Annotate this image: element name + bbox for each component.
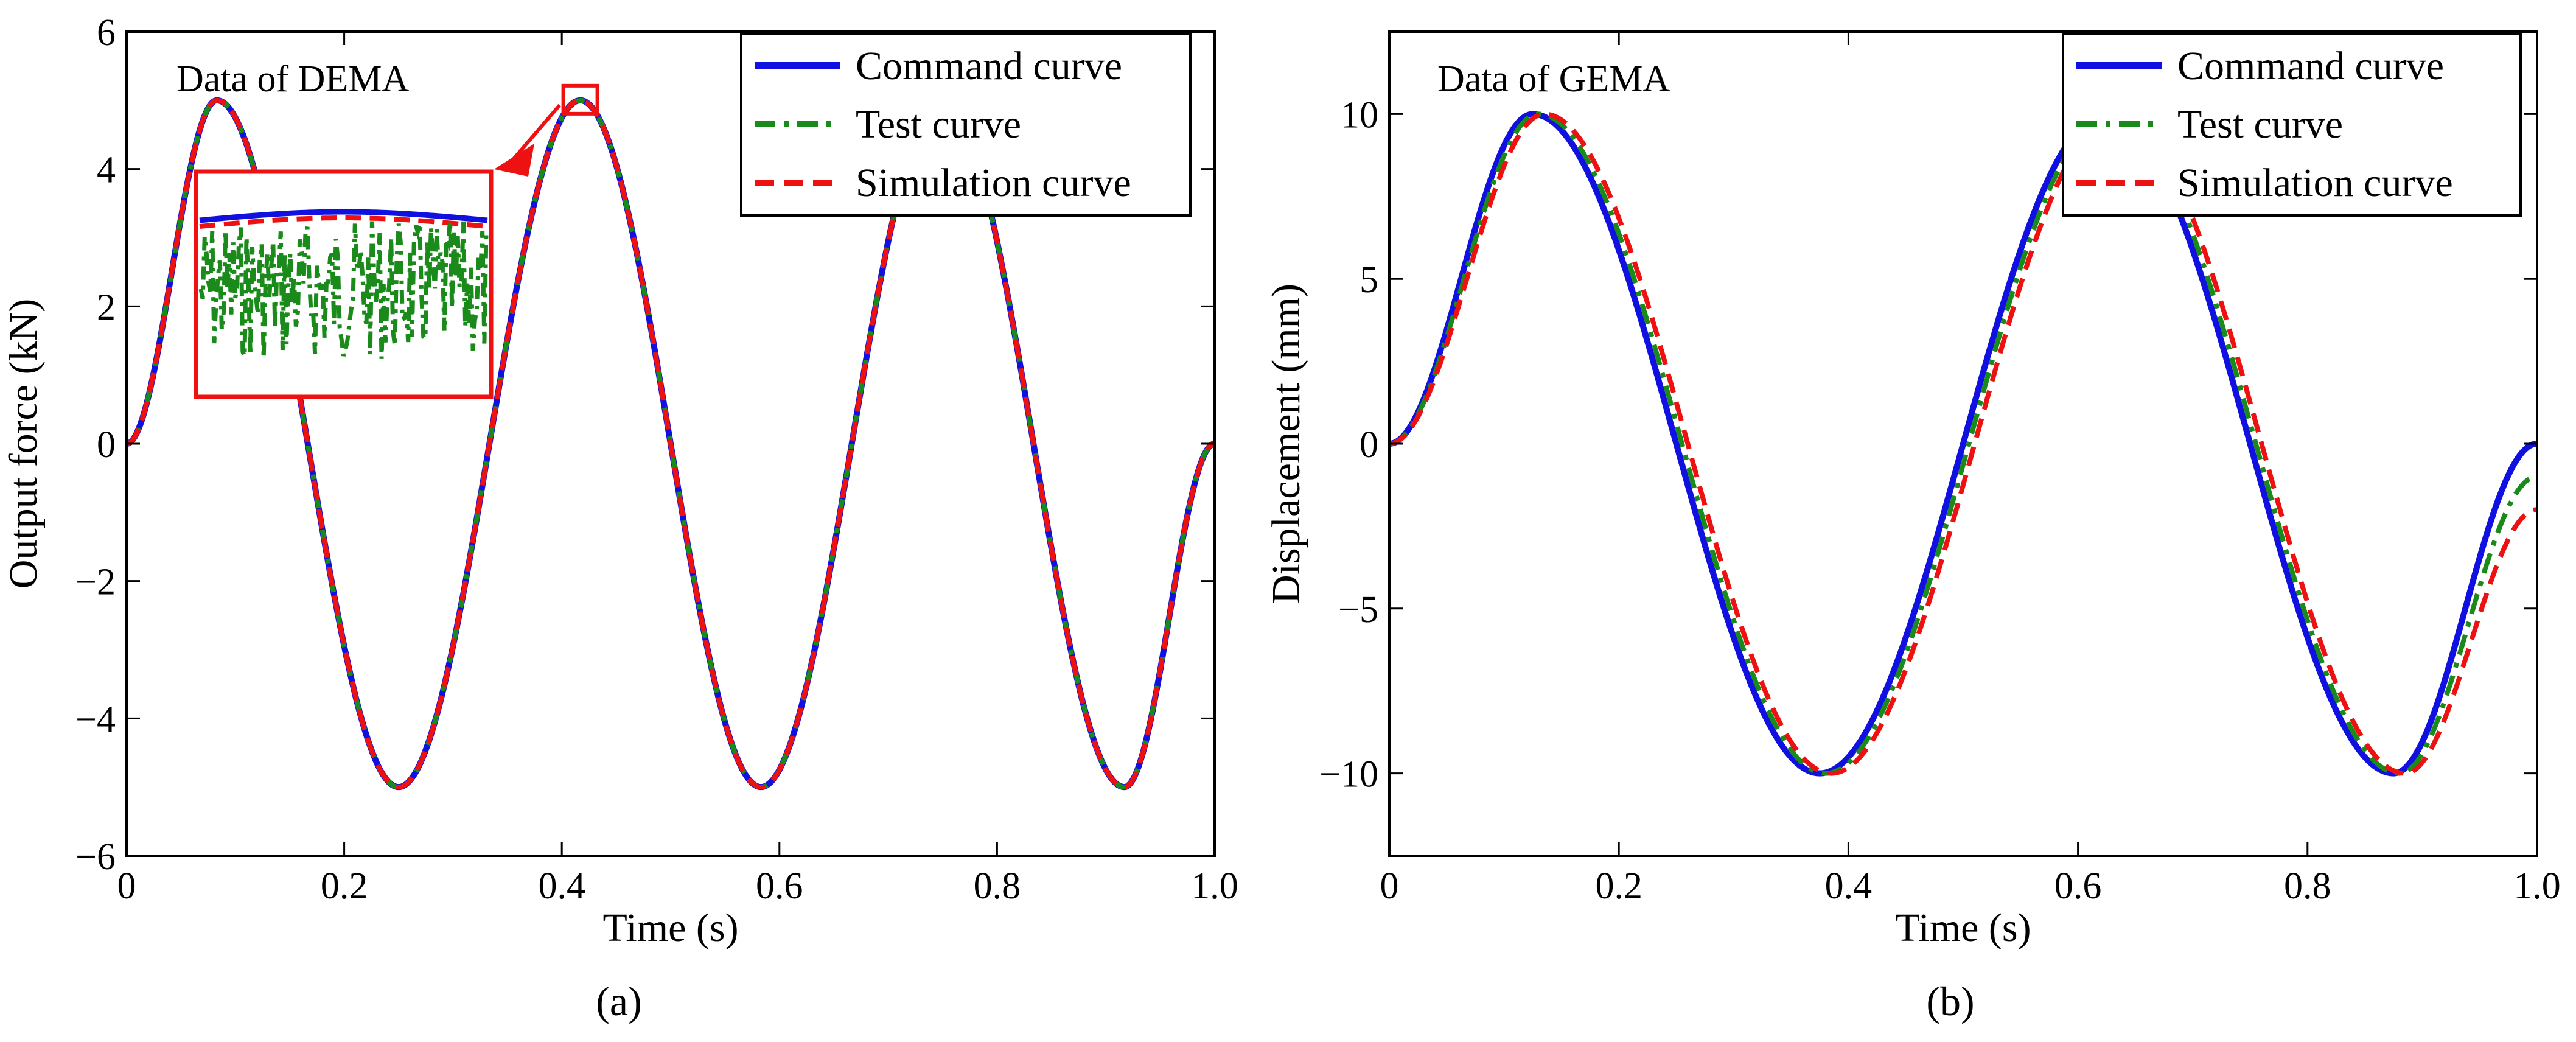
y-tick-label: −4 <box>75 699 116 740</box>
series-line-test <box>1389 111 2537 776</box>
y-tick-label: 10 <box>1341 94 1378 136</box>
x-axis-label: Time (s) <box>602 906 738 950</box>
x-tick-label: 0.8 <box>2284 865 2331 907</box>
legend-label-test: Test curve <box>2177 102 2343 147</box>
y-tick-label: 2 <box>97 287 116 328</box>
legend-label-test: Test curve <box>856 102 1021 147</box>
x-tick-label: 0.2 <box>321 865 368 907</box>
legend: Command curve Test curve Simulation curve <box>740 33 1192 217</box>
x-tick-label: 0.6 <box>756 865 803 907</box>
inset-series-test <box>198 220 489 359</box>
y-tick-label: 6 <box>97 12 116 54</box>
y-axis-label: Output force (kN) <box>1 299 46 589</box>
legend-label-command: Command curve <box>856 44 1122 88</box>
zoom-arrow-line <box>508 103 561 164</box>
chart-annotation: Data of DEMA <box>176 58 409 100</box>
legend-label-simulation: Simulation curve <box>2177 161 2453 205</box>
zoom-region-box <box>561 83 599 116</box>
x-tick-label: 0.2 <box>1595 865 1642 907</box>
y-tick-label: 5 <box>1360 259 1378 301</box>
x-tick-label: 0.4 <box>1825 865 1873 907</box>
series-line-simulation <box>1389 111 2537 776</box>
series-line-simulation <box>127 97 1215 790</box>
panel-label: (b) <box>1926 978 1974 1024</box>
plot-area <box>1389 111 2537 777</box>
x-tick-label: 0.8 <box>974 865 1021 907</box>
legend: Command curve Test curve Simulation curve <box>2062 33 2522 217</box>
x-tick-label: 1.0 <box>2513 865 2561 907</box>
inset-series-command <box>199 209 488 223</box>
x-tick-label: 0 <box>117 865 136 907</box>
x-tick-label: 0 <box>1380 865 1399 907</box>
legend-label-simulation: Simulation curve <box>856 161 1131 205</box>
panel-b: 0 0.2 0.4 0.6 0.8 1.0 −10 −5 0 5 10 Time (s) Displac… <box>1264 30 2561 1024</box>
y-tick-label: −10 <box>1319 754 1378 795</box>
y-tick-label: −6 <box>75 836 116 878</box>
y-axis-label: Displacement (mm) <box>1264 284 1308 604</box>
y-tick-label: 4 <box>97 150 116 191</box>
x-tick-label: 1.0 <box>1191 865 1238 907</box>
x-axis-label: Time (s) <box>1895 906 2031 950</box>
y-tick-label: −2 <box>75 562 116 603</box>
panel-a: 0 0.2 0.4 0.6 0.8 1.0 −6 −4 −2 0 2 4 6 Time (s) Output… <box>1 12 1238 1024</box>
y-tick-label: 0 <box>97 424 116 466</box>
legend-label-command: Command curve <box>2177 44 2444 88</box>
x-tick-label: 0.4 <box>538 865 585 907</box>
zoom-arrow-head <box>494 144 534 177</box>
series-line-command <box>1389 111 2537 777</box>
chart-annotation: Data of GEMA <box>1437 58 1670 100</box>
y-tick-label: −5 <box>1338 589 1378 631</box>
y-tick-label: 0 <box>1360 424 1378 466</box>
x-tick-label: 0.6 <box>2054 865 2102 907</box>
plot-area <box>127 97 1215 791</box>
inset-zoom <box>194 83 599 399</box>
panel-label: (a) <box>596 978 641 1024</box>
